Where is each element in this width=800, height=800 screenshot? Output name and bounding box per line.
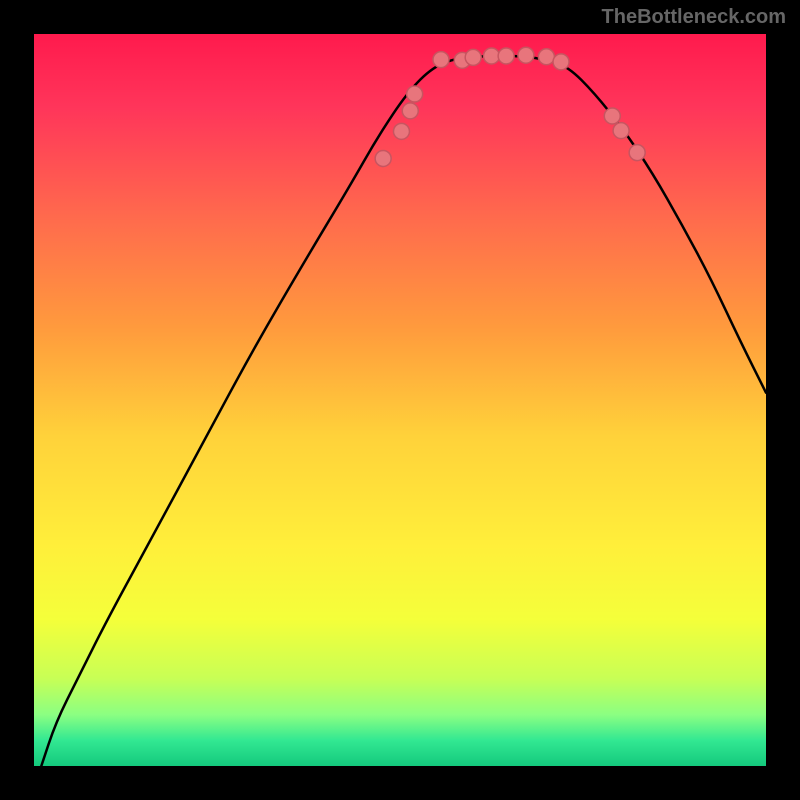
marker-point (538, 49, 554, 65)
marker-point (518, 47, 534, 63)
chart-frame: TheBottleneck.com (0, 0, 800, 800)
watermark-text: TheBottleneck.com (602, 6, 786, 29)
marker-point (498, 48, 514, 64)
marker-point (613, 123, 629, 139)
marker-point (553, 54, 569, 70)
marker-point (629, 145, 645, 161)
marker-point (393, 123, 409, 139)
marker-point (375, 150, 391, 166)
marker-point (465, 49, 481, 65)
marker-point (402, 103, 418, 119)
chart-svg (0, 0, 800, 800)
marker-point (484, 48, 500, 64)
plot-background (34, 34, 766, 766)
marker-point (407, 86, 423, 102)
marker-point (433, 52, 449, 68)
marker-point (604, 108, 620, 124)
